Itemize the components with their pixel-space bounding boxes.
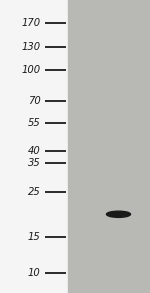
Bar	[68, 0, 150, 293]
Ellipse shape	[106, 211, 130, 217]
Text: 40: 40	[28, 146, 40, 156]
Text: 100: 100	[21, 65, 40, 75]
Text: 15: 15	[28, 232, 40, 242]
Text: 70: 70	[28, 96, 40, 106]
Text: 10: 10	[28, 268, 40, 278]
Text: 35: 35	[28, 158, 40, 168]
Text: 130: 130	[21, 42, 40, 52]
Text: 170: 170	[21, 18, 40, 28]
Text: 55: 55	[28, 117, 40, 127]
Bar	[0, 0, 68, 293]
Text: 25: 25	[28, 187, 40, 197]
